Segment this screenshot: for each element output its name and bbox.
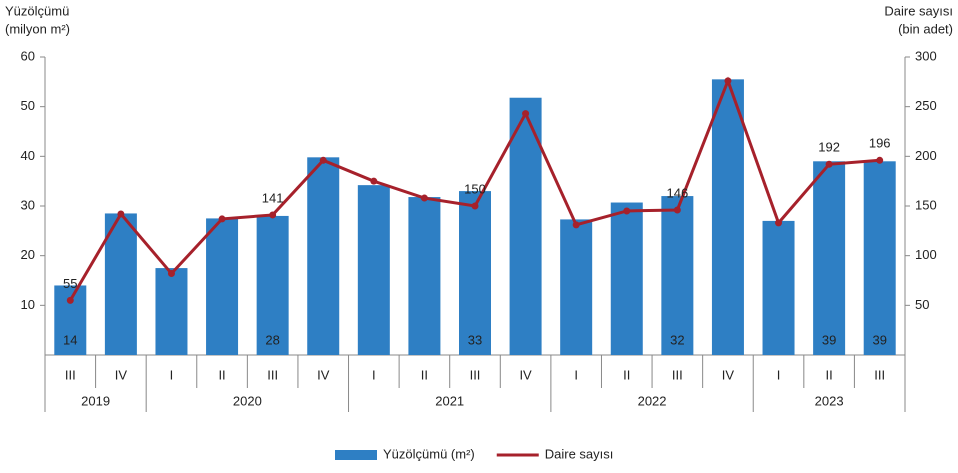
y2-axis-title: Daire sayısı — [884, 3, 953, 18]
x-tick-label: III — [672, 367, 683, 382]
bar-value-label: 14 — [63, 332, 77, 347]
legend-swatch — [335, 450, 377, 460]
x-tick-label: II — [826, 367, 833, 382]
x-tick-label: IV — [317, 367, 330, 382]
line-point — [319, 156, 327, 164]
line-point — [673, 206, 681, 214]
x-tick-label: III — [65, 367, 76, 382]
y-tick-label: 10 — [21, 297, 35, 312]
y-tick-label: 50 — [21, 98, 35, 113]
bar-value-label: 28 — [265, 332, 279, 347]
line-point — [572, 221, 580, 229]
x-tick-label: IV — [519, 367, 532, 382]
x-tick-label: II — [623, 367, 630, 382]
line-value-label: 55 — [63, 276, 77, 291]
y2-tick-label: 250 — [915, 98, 937, 113]
x-tick-label: I — [170, 367, 174, 382]
y2-tick-label: 200 — [915, 148, 937, 163]
bar — [762, 220, 795, 355]
x-tick-label: I — [372, 367, 376, 382]
line-point — [876, 156, 884, 164]
bar — [256, 215, 289, 355]
bar — [711, 79, 744, 355]
bar — [357, 185, 390, 355]
legend-label: Daire sayısı — [545, 446, 614, 461]
y-tick-label: 30 — [21, 197, 35, 212]
x-tick-label: III — [874, 367, 885, 382]
bar — [863, 161, 896, 355]
line-point — [623, 207, 631, 215]
line-value-label: 192 — [818, 140, 840, 155]
line-point — [218, 215, 226, 223]
y2-axis-title: (bin adet) — [898, 21, 953, 36]
bar-value-label: 39 — [872, 332, 886, 347]
bar — [408, 197, 441, 355]
y-axis-title: (milyon m²) — [5, 21, 70, 36]
x-tick-label: IV — [115, 367, 128, 382]
x-tick-label: II — [218, 367, 225, 382]
y2-tick-label: 50 — [915, 297, 929, 312]
bar — [206, 218, 239, 355]
line-point — [117, 210, 125, 218]
x-group-label: 2023 — [815, 393, 844, 408]
bar — [459, 191, 491, 355]
x-tick-label: IV — [722, 367, 735, 382]
y-tick-label: 60 — [21, 48, 35, 63]
line-point — [522, 110, 530, 118]
bar-value-label: 39 — [822, 332, 836, 347]
y2-tick-label: 300 — [915, 48, 937, 63]
line-value-label: 196 — [869, 136, 891, 151]
y2-tick-label: 100 — [915, 247, 937, 262]
x-group-label: 2020 — [233, 393, 262, 408]
line-point — [66, 296, 74, 304]
bar — [307, 157, 340, 355]
line-value-label: 141 — [262, 190, 284, 205]
y-tick-label: 20 — [21, 247, 35, 262]
line-point — [269, 211, 277, 219]
legend-label: Yüzölçümü (m²) — [383, 446, 475, 461]
x-tick-label: II — [421, 367, 428, 382]
bar — [813, 161, 846, 355]
line-point — [825, 160, 833, 168]
bar — [155, 268, 188, 355]
line-point — [370, 177, 378, 185]
line-point — [471, 202, 479, 210]
y-tick-label: 40 — [21, 148, 35, 163]
y2-tick-label: 150 — [915, 197, 937, 212]
x-tick-label: I — [777, 367, 781, 382]
line-value-label: 146 — [667, 185, 689, 200]
bar — [661, 196, 694, 355]
bar-value-label: 32 — [670, 332, 684, 347]
line-point — [167, 270, 175, 278]
line-point — [420, 194, 428, 202]
bar-value-label: 33 — [468, 332, 482, 347]
x-group-label: 2019 — [81, 393, 110, 408]
x-group-label: 2022 — [638, 393, 667, 408]
bar — [104, 213, 137, 355]
bar — [610, 202, 643, 355]
x-group-label: 2021 — [435, 393, 464, 408]
line-point — [775, 219, 783, 227]
x-tick-label: III — [267, 367, 278, 382]
x-tick-label: I — [574, 367, 578, 382]
x-tick-label: III — [470, 367, 481, 382]
line-value-label: 150 — [464, 181, 486, 196]
y-axis-title: Yüzölçümü — [5, 3, 69, 18]
line-point — [724, 77, 732, 85]
bar — [560, 219, 593, 355]
